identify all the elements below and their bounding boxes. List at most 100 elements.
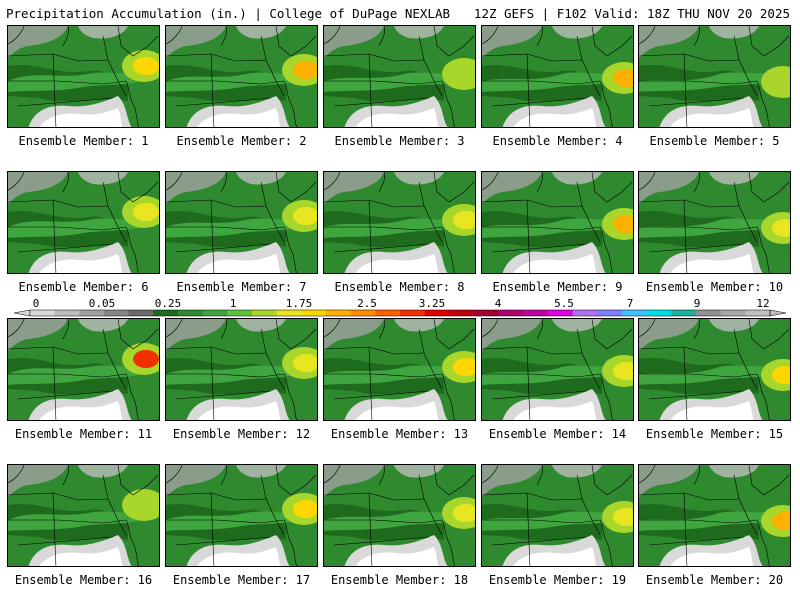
colorbar-swatch	[301, 310, 327, 316]
colorbar-swatch	[572, 310, 598, 316]
precip-map	[482, 26, 633, 127]
colorbar-tick-label: 2.5	[357, 297, 377, 310]
ensemble-member-map	[323, 464, 476, 567]
colorbar-swatch	[646, 310, 672, 316]
ensemble-member-map	[481, 318, 634, 421]
precip-map	[324, 172, 475, 273]
colorbar-tick-label: 9	[693, 297, 701, 310]
ensemble-member-label: Ensemble Member: 5	[649, 134, 780, 148]
ensemble-member-label: Ensemble Member: 4	[492, 134, 623, 148]
ensemble-member-label: Ensemble Member: 17	[172, 573, 311, 587]
colorbar-tick-label: 4	[494, 297, 502, 310]
colorbar-swatch	[375, 310, 401, 316]
colorbar-swatch	[128, 310, 154, 316]
ensemble-member-label: Ensemble Member: 8	[334, 280, 465, 294]
ensemble-member-label: Ensemble Member: 20	[645, 573, 784, 587]
precip-map	[8, 319, 159, 420]
ensemble-member-label: Ensemble Member: 14	[488, 427, 627, 441]
colorbar-tick-label: 0	[32, 297, 40, 310]
colorbar-swatch	[178, 310, 204, 316]
colorbar-swatch	[523, 310, 549, 316]
ensemble-member-label: Ensemble Member: 19	[488, 573, 627, 587]
colorbar-tick-label: 3.25	[418, 297, 446, 310]
precip-map	[639, 172, 790, 273]
precip-map	[639, 465, 790, 566]
ensemble-member-label: Ensemble Member: 10	[645, 280, 784, 294]
ensemble-member-label: Ensemble Member: 13	[330, 427, 469, 441]
ensemble-member-map	[481, 171, 634, 274]
colorbar-swatch	[548, 310, 574, 316]
ensemble-member-map	[7, 464, 160, 567]
colorbar-swatch	[350, 310, 376, 316]
colorbar-swatch	[227, 310, 253, 316]
ensemble-member-map	[638, 25, 791, 128]
colorbar-swatch	[400, 310, 426, 316]
precip-map	[324, 319, 475, 420]
ensemble-member-label: Ensemble Member: 11	[14, 427, 153, 441]
colorbar-tick-label: 0.25	[154, 297, 182, 310]
precipitation-colorbar	[13, 309, 787, 317]
colorbar-swatch	[153, 310, 179, 316]
ensemble-member-label: Ensemble Member: 7	[176, 280, 307, 294]
ensemble-member-label: Ensemble Member: 1	[18, 134, 149, 148]
ensemble-member-label: Ensemble Member: 9	[492, 280, 623, 294]
colorbar-tick-label: 1	[229, 297, 237, 310]
ensemble-member-map	[481, 464, 634, 567]
colorbar-left-arrow	[13, 309, 31, 317]
ensemble-member-map	[323, 25, 476, 128]
precip-map	[8, 465, 159, 566]
ensemble-member-map	[165, 171, 318, 274]
colorbar-swatch	[745, 310, 771, 316]
colorbar-swatch	[252, 310, 278, 316]
colorbar-swatch	[54, 310, 80, 316]
ensemble-member-map	[638, 464, 791, 567]
precip-map	[639, 26, 790, 127]
ensemble-member-map	[165, 318, 318, 421]
ensemble-member-map	[165, 25, 318, 128]
ensemble-member-map	[638, 171, 791, 274]
colorbar-swatch	[79, 310, 105, 316]
colorbar-tick-label: 5.5	[554, 297, 574, 310]
colorbar-swatch	[326, 310, 352, 316]
precip-map	[166, 465, 317, 566]
colorbar-tick-label: 1.75	[285, 297, 313, 310]
colorbar-swatch	[696, 310, 722, 316]
colorbar-swatch	[30, 310, 56, 316]
precip-map	[324, 26, 475, 127]
precip-map	[639, 319, 790, 420]
colorbar-outline	[29, 309, 771, 317]
precip-map	[324, 465, 475, 566]
ensemble-member-map	[7, 318, 160, 421]
ensemble-member-label: Ensemble Member: 15	[645, 427, 784, 441]
precip-map	[482, 319, 633, 420]
colorbar-swatch	[597, 310, 623, 316]
colorbar-tick-label: 7	[626, 297, 634, 310]
page-title: Precipitation Accumulation (in.) | Colle…	[6, 6, 451, 21]
colorbar-swatch	[720, 310, 746, 316]
precip-map	[482, 172, 633, 273]
ensemble-member-label: Ensemble Member: 2	[176, 134, 307, 148]
precip-map	[166, 319, 317, 420]
ensemble-member-map	[323, 171, 476, 274]
ensemble-member-label: Ensemble Member: 6	[18, 280, 149, 294]
ensemble-member-label: Ensemble Member: 18	[330, 573, 469, 587]
ensemble-member-map	[323, 318, 476, 421]
colorbar-tick-label: 0.05	[88, 297, 116, 310]
model-run-info: 12Z GEFS | F102 Valid: 18Z THU NOV 20 20…	[473, 6, 790, 21]
precip-map	[166, 172, 317, 273]
precip-map	[166, 26, 317, 127]
ensemble-member-map	[481, 25, 634, 128]
colorbar-swatch	[202, 310, 228, 316]
ensemble-member-map	[638, 318, 791, 421]
colorbar-tick-label: 12	[756, 297, 770, 310]
ensemble-member-label: Ensemble Member: 3	[334, 134, 465, 148]
colorbar-swatch	[498, 310, 524, 316]
ensemble-member-map	[7, 171, 160, 274]
ensemble-member-map	[165, 464, 318, 567]
precip-map	[8, 26, 159, 127]
precip-map	[8, 172, 159, 273]
colorbar-swatch	[474, 310, 500, 316]
colorbar-swatch	[449, 310, 475, 316]
colorbar-swatch	[424, 310, 450, 316]
precip-map	[482, 465, 633, 566]
